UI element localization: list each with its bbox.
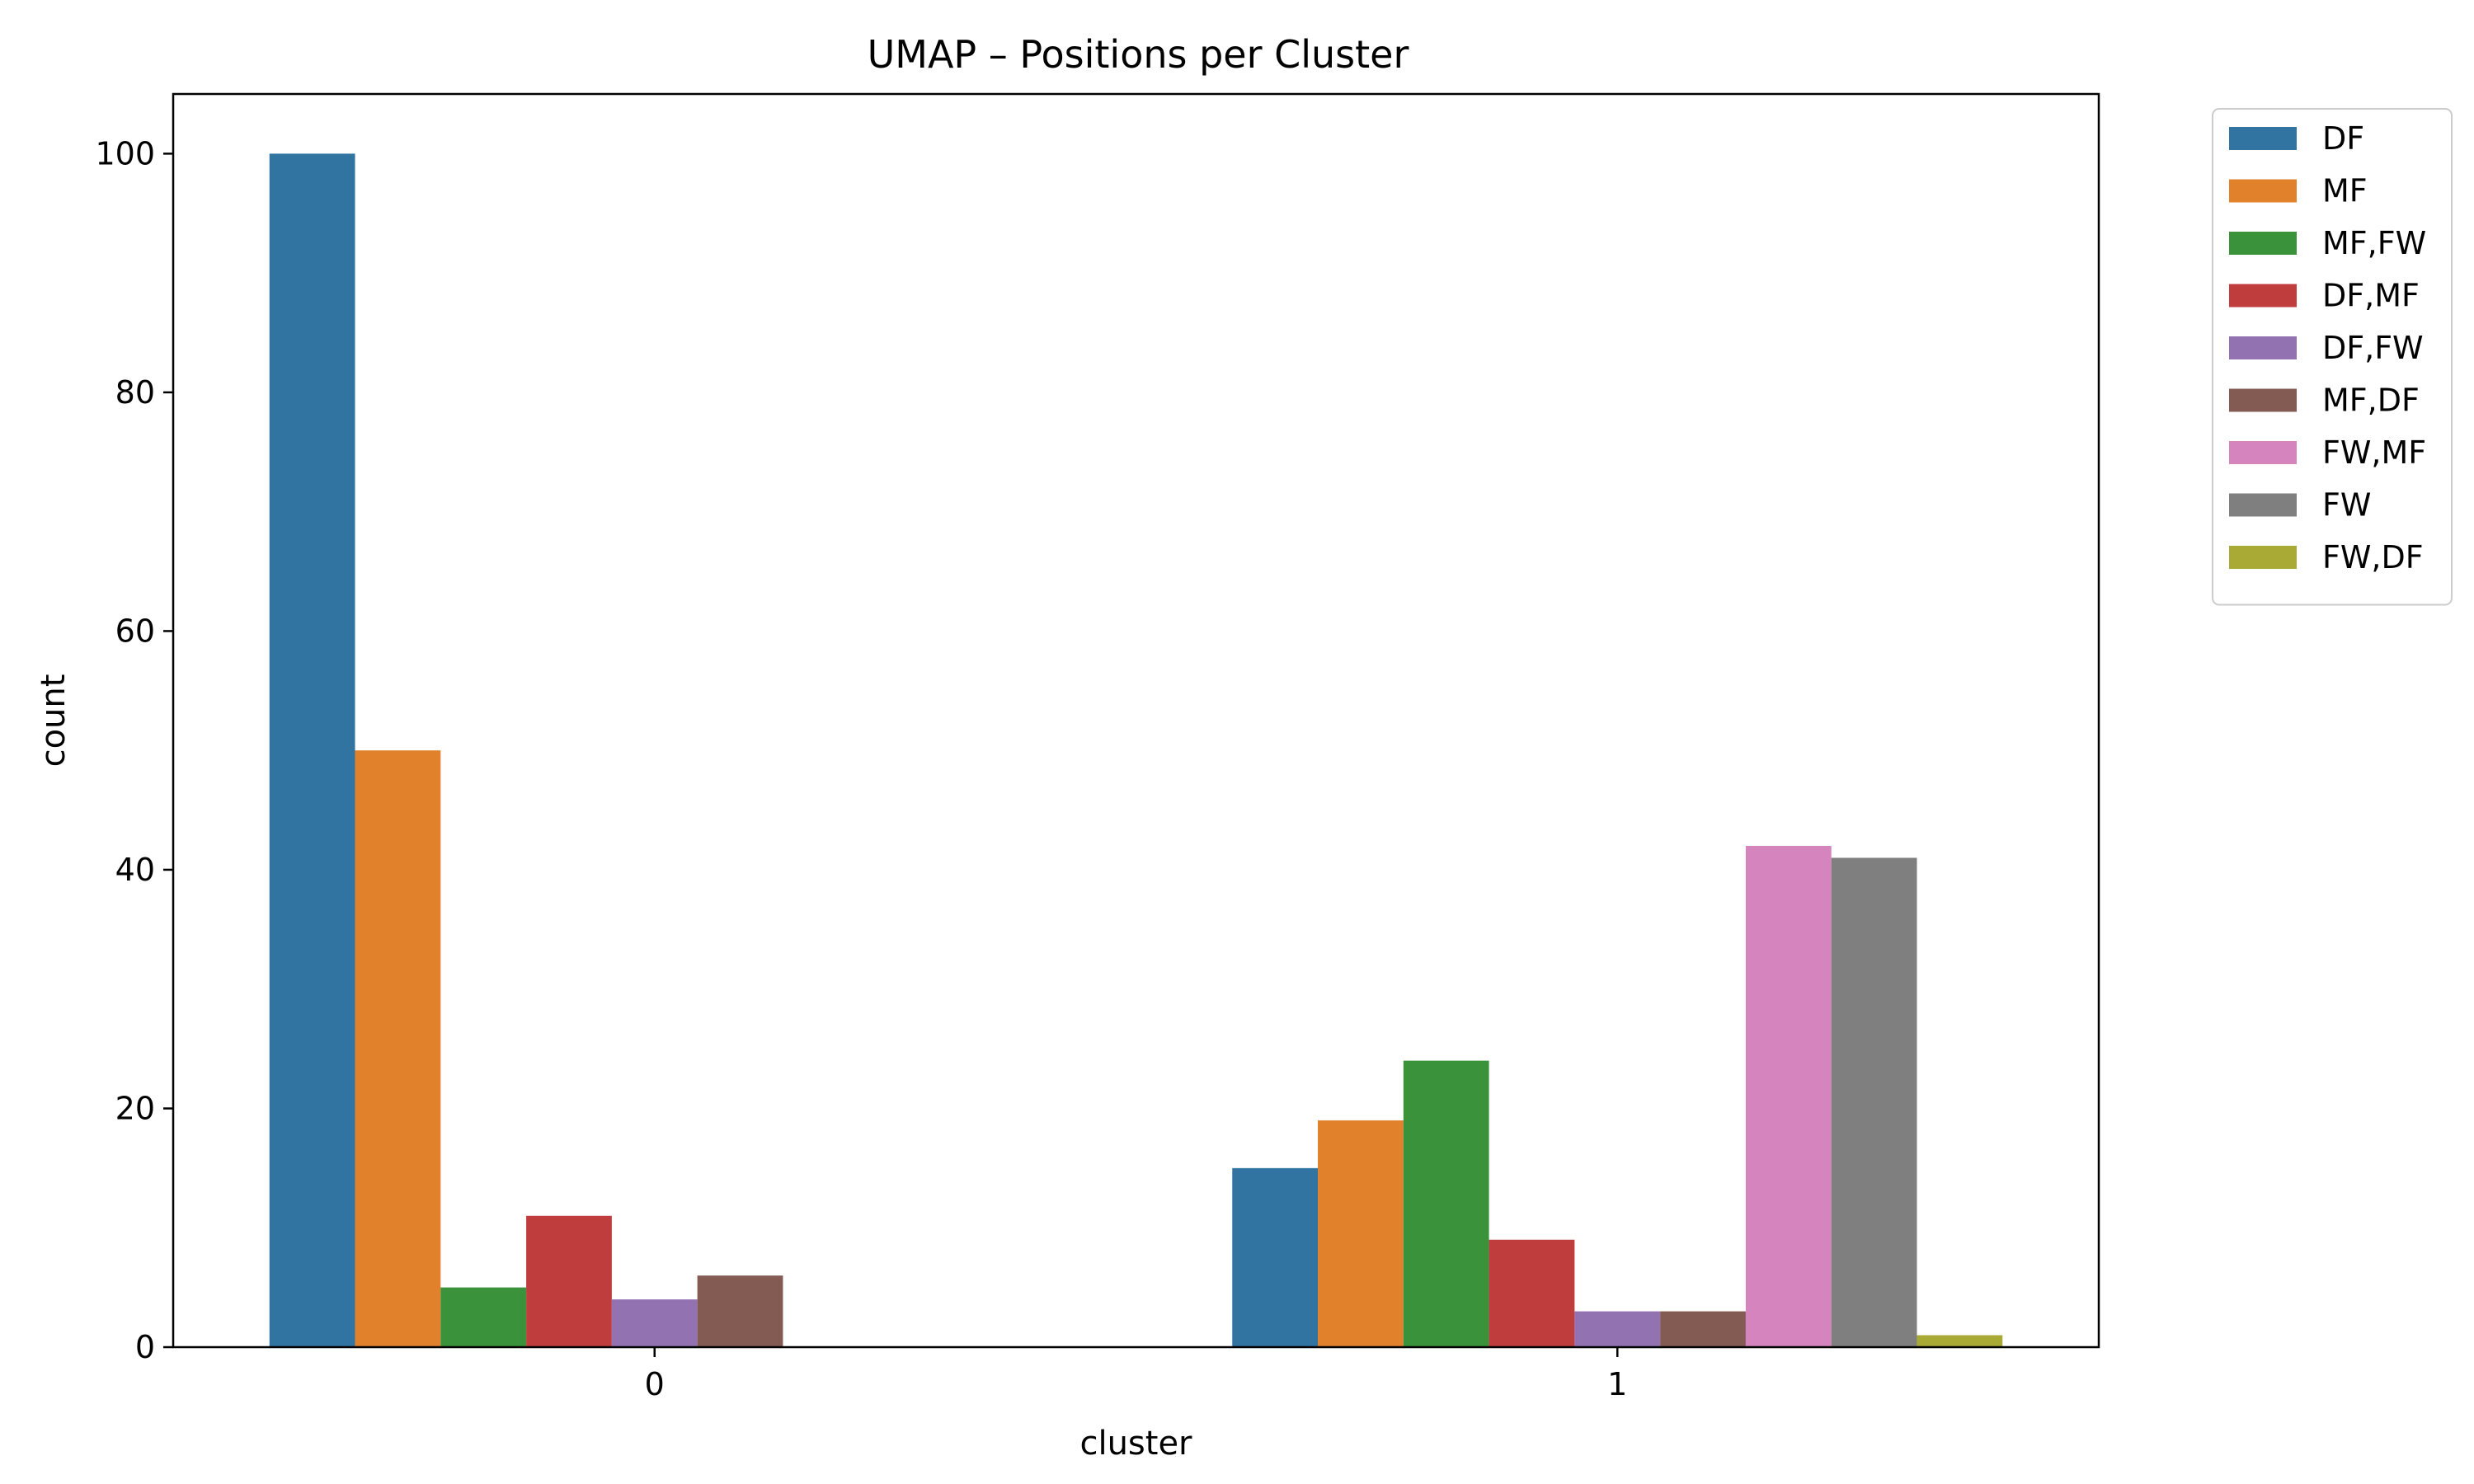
legend-swatch — [2229, 493, 2297, 517]
legend-label: DF — [2322, 120, 2364, 157]
bar-mf-fw-cluster-1 — [1403, 1060, 1489, 1347]
legend-label: FW,MF — [2322, 434, 2426, 471]
legend-label: MF,DF — [2322, 383, 2420, 419]
y-tick-label: 0 — [135, 1329, 155, 1365]
y-tick-label: 100 — [95, 135, 155, 171]
legend-swatch — [2229, 284, 2297, 308]
bar-df-cluster-1 — [1232, 1167, 1319, 1347]
y-axis-label: count — [35, 674, 73, 768]
legend-swatch — [2229, 232, 2297, 255]
x-tick-label: 0 — [645, 1366, 665, 1402]
legend-label: FW — [2322, 487, 2371, 524]
legend-label: DF,FW — [2322, 330, 2424, 366]
y-tick-label: 20 — [115, 1090, 155, 1126]
bar-fw-cluster-1 — [1831, 857, 1917, 1347]
plot-frame — [172, 92, 2100, 1349]
y-tick-label: 40 — [115, 852, 155, 888]
y-tick-label: 80 — [115, 374, 155, 411]
legend-swatch — [2229, 388, 2297, 412]
x-axis-label: cluster — [1079, 1425, 1192, 1463]
legend-swatch — [2229, 336, 2297, 359]
bar-mf-cluster-0 — [355, 750, 441, 1347]
bar-mf-df-cluster-1 — [1660, 1311, 1746, 1347]
legend-label: FW,DF — [2322, 539, 2424, 575]
bar-mf-df-cluster-0 — [697, 1275, 783, 1347]
bar-mf-cluster-1 — [1318, 1120, 1404, 1347]
bar-fw-mf-cluster-1 — [1745, 846, 1832, 1347]
bar-fw-df-cluster-1 — [1917, 1335, 2003, 1347]
y-tick-label: 60 — [115, 613, 155, 649]
x-tick-label: 1 — [1607, 1366, 1627, 1402]
legend-swatch — [2229, 441, 2297, 464]
bar-mf-fw-cluster-0 — [440, 1287, 527, 1347]
legend-swatch — [2229, 127, 2297, 150]
legend: DF MF MF,FW DF,MF DF,FW MF,DF FW,MF FW FW,DF — [2212, 108, 2453, 606]
legend-label: MF — [2322, 173, 2368, 209]
chart-title: UMAP – Positions per Cluster — [868, 32, 1409, 77]
legend-label: MF,FW — [2322, 225, 2426, 261]
legend-swatch — [2229, 179, 2297, 203]
bar-df-fw-cluster-1 — [1574, 1311, 1661, 1347]
bar-df-fw-cluster-0 — [611, 1299, 698, 1347]
legend-swatch — [2229, 546, 2297, 569]
y-axis: 0 20 40 60 80 100 — [95, 135, 173, 1365]
bar-df-mf-cluster-0 — [526, 1215, 612, 1347]
bar-df-mf-cluster-1 — [1489, 1239, 1575, 1347]
legend-label: DF,MF — [2322, 278, 2420, 314]
bar-df-cluster-0 — [269, 153, 355, 1347]
bars-layer — [269, 153, 2003, 1347]
